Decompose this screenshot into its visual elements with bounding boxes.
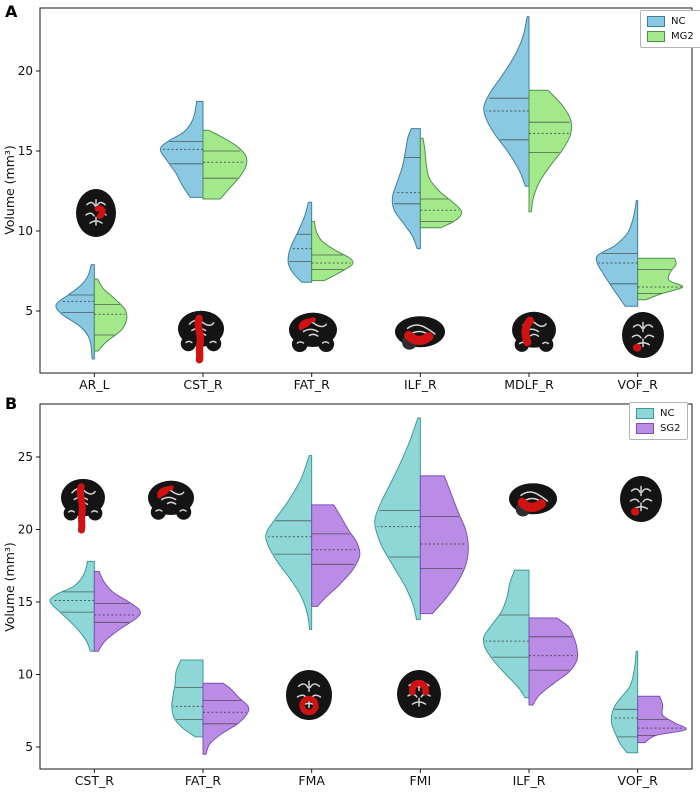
violin-mdlf_r-grp-half (528, 89, 573, 213)
y-tick-label: 10 (18, 224, 33, 238)
x-category-label-cst_r: CST_R (75, 773, 115, 788)
violin-fma-nc-half (265, 455, 313, 630)
brain-fmi-axial-image (397, 670, 441, 718)
y-tick-label: 20 (18, 523, 33, 537)
brain-fat_r-coronal-image (148, 480, 194, 520)
violin-cst_r-grp-half (93, 571, 141, 652)
tract-highlight-cst_r (194, 314, 205, 364)
y-axis-label-panel-a: Volume (mm³) (2, 145, 17, 235)
violin-fmi-nc-half (374, 417, 421, 620)
x-category-label-ilf_r: ILF_R (513, 773, 546, 788)
legend-item-nc-b: NC (636, 407, 680, 420)
violin-fmi-grp-half (419, 475, 469, 615)
tract-highlight-ilf_r (517, 497, 547, 513)
violin-cst_r-grp-half (202, 129, 248, 200)
violin-ilf_r-grp-half (528, 617, 579, 706)
y-axis-label-panel-b: Volume (mm³) (2, 542, 17, 632)
x-category-label-fat_r: FAT_R (294, 377, 331, 392)
tract-highlight-fat_r (298, 317, 316, 331)
panel-label-a: A (5, 2, 18, 21)
panel-label-b: B (5, 394, 18, 413)
legend-swatch-mg2 (647, 31, 665, 42)
violin-cst_r-nc-half (49, 560, 95, 652)
y-tick-label: 15 (18, 595, 33, 609)
tract-highlight-vof_r (630, 507, 640, 516)
legend-item-sg2: SG2 (636, 422, 680, 435)
violin-mdlf_r-nc-half (483, 16, 530, 187)
violin-fat_r-nc-half (287, 201, 313, 283)
violin-vof_r-nc-half (610, 650, 639, 754)
y-tick-label: 20 (18, 64, 33, 78)
x-category-label-mdlf_r: MDLF_R (504, 377, 554, 392)
legend-label-sg2: SG2 (660, 423, 681, 434)
brain-fma-axial-image (286, 670, 332, 720)
legend-swatch-nc-b (636, 408, 654, 419)
tract-highlight-ar_l (94, 205, 106, 219)
tract-highlight-ilf_r (404, 330, 434, 346)
brain-cst_r-coronal-image (178, 310, 224, 364)
brain-vof_r-axial-image (620, 476, 662, 522)
y-tick-label: 25 (18, 450, 33, 464)
legend-item-nc: NC (647, 15, 694, 28)
x-category-label-cst_r: CST_R (183, 377, 223, 392)
legend-panel-b: NC SG2 (629, 402, 689, 440)
violin-fat_r-nc-half (171, 659, 204, 738)
panel-a-plot: 5 10 15 20 AR_L CST_R FAT_R ILF_R MDLF_R VOF_R (18, 7, 693, 392)
tract-highlight-fmi (409, 679, 429, 696)
x-category-label-fmi: FMI (409, 773, 431, 788)
tract-highlight-cst_r (76, 483, 86, 534)
legend-label-nc-b: NC (660, 408, 675, 419)
panel-b-border (39, 403, 693, 770)
brain-fat_r-coronal-image (289, 312, 337, 353)
violin-fat_r-grp-half (311, 220, 354, 282)
legend-label-mg2: MG2 (671, 31, 694, 42)
violin-ilf_r-nc-half (391, 128, 421, 250)
legend-swatch-nc (647, 16, 665, 27)
x-category-label-fat_r: FAT_R (185, 773, 222, 788)
brain-ilf_r-sagittal-image (395, 316, 445, 350)
x-category-label-vof_r: VOF_R (618, 377, 659, 392)
x-category-label-vof_r: VOF_R (618, 773, 659, 788)
violin-vof_r-grp-half (637, 257, 684, 301)
tract-highlight-vof_r (632, 343, 642, 352)
brain-ilf_r-sagittal-image (509, 483, 557, 517)
x-category-label-ilf_r: ILF_R (404, 377, 437, 392)
brain-mdlf_r-coronal-image (512, 311, 556, 352)
y-tick-label: 15 (18, 144, 33, 158)
legend-label-nc: NC (671, 16, 686, 27)
brain-ar_l-axial-image (76, 189, 116, 237)
violin-ilf_r-nc-half (482, 569, 530, 699)
legend-panel-a: NC MG2 (640, 10, 700, 48)
tract-highlight-mdlf_r (521, 316, 534, 347)
panel-a-border (39, 7, 693, 374)
x-category-label-ar_l: AR_L (79, 377, 109, 392)
violin-ar_l-grp-half (93, 278, 128, 352)
violin-fma-grp-half (311, 504, 361, 607)
y-tick-label: 10 (18, 668, 33, 682)
legend-item-mg2: MG2 (647, 30, 694, 43)
violin-fat_r-grp-half (202, 682, 250, 755)
y-tick-label: 5 (25, 304, 33, 318)
tract-highlight-fma (299, 695, 319, 716)
panel-b-plot: 5 10 15 20 25 CST_R FAT_R FMA FMI ILF_R VOF_R (18, 403, 693, 788)
y-tick-label: 5 (25, 740, 33, 754)
brain-cst_r-coronal-image (61, 478, 105, 534)
violin-ar_l-nc-half (55, 264, 95, 360)
legend-swatch-sg2 (636, 423, 654, 434)
tract-highlight-fat_r (157, 485, 174, 499)
violin-ilf_r-grp-half (419, 137, 463, 229)
x-category-label-fma: FMA (298, 773, 325, 788)
brain-vof_r-axial-image (622, 312, 664, 358)
